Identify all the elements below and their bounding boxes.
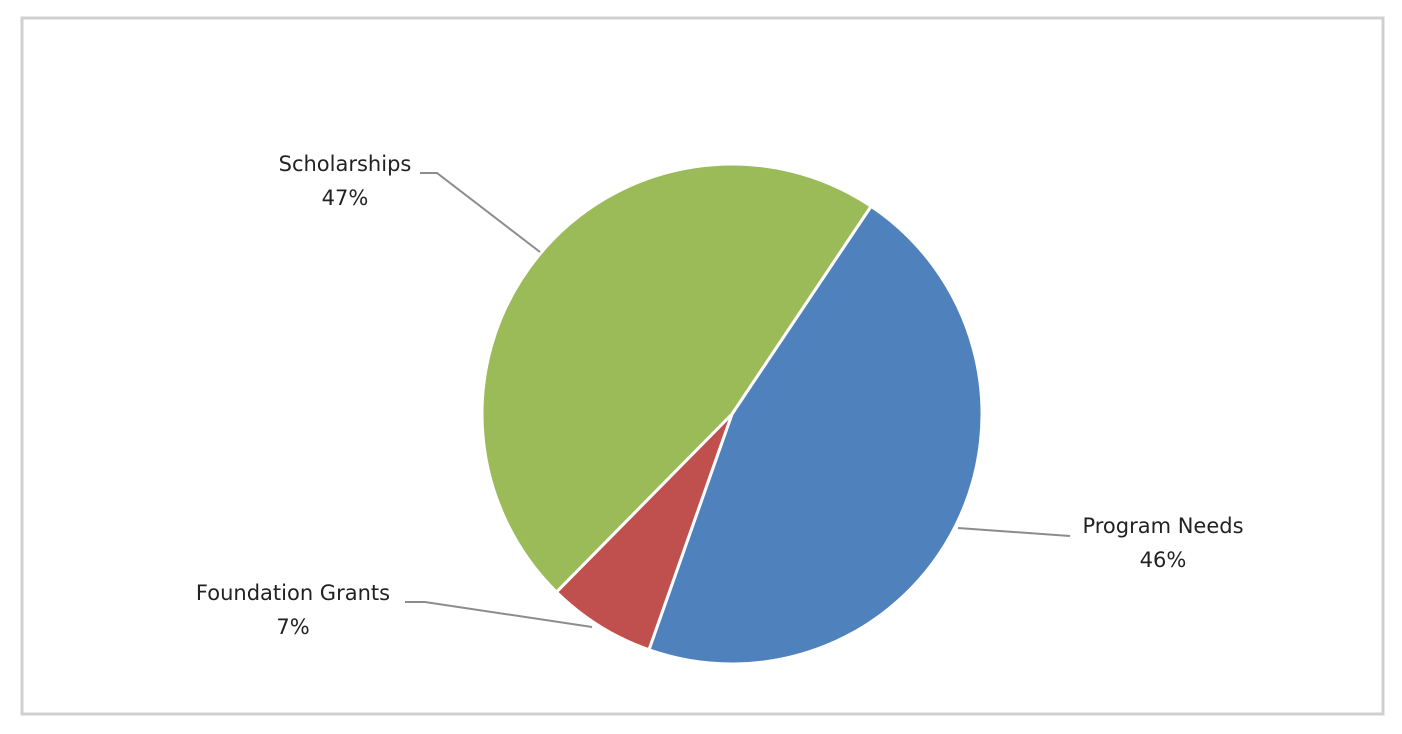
slice-value-label: 47% (322, 186, 369, 210)
leader-line (957, 527, 1071, 537)
slice-label: Foundation Grants (196, 581, 390, 605)
slice-value-label: 46% (1140, 548, 1187, 572)
pie-slice (480, 162, 874, 595)
slice-label: Scholarships (279, 152, 412, 176)
pie-slice (647, 204, 984, 666)
leader-line (405, 601, 593, 628)
slice-value-label: 7% (276, 615, 309, 639)
slice-label: Program Needs (1082, 514, 1243, 538)
leader-line (420, 172, 541, 253)
pie-slice (554, 412, 734, 652)
